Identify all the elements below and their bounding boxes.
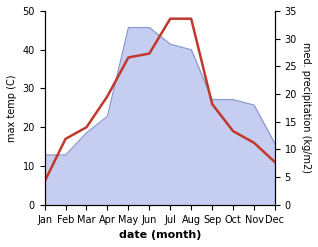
X-axis label: date (month): date (month)	[119, 230, 201, 240]
Y-axis label: max temp (C): max temp (C)	[7, 74, 17, 142]
Y-axis label: med. precipitation (kg/m2): med. precipitation (kg/m2)	[301, 42, 311, 173]
